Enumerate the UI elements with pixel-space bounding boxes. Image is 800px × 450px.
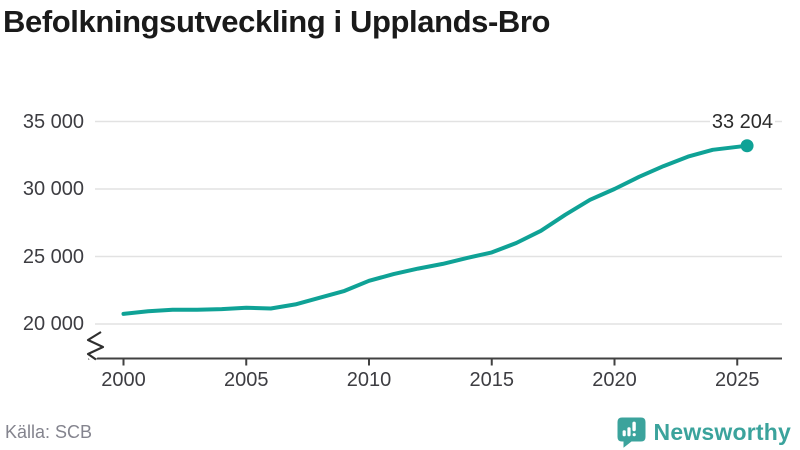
x-axis-label: 2015 bbox=[469, 369, 515, 391]
y-axis-label: 35 000 bbox=[22, 110, 84, 133]
end-value-label: 33 204 bbox=[709, 111, 775, 133]
x-axis-label: 2000 bbox=[101, 369, 146, 391]
chart-title: Befolkningsutveckling i Upplands-Bro bbox=[3, 4, 551, 39]
y-axis-label: 20 000 bbox=[22, 313, 84, 335]
population-line bbox=[121, 143, 750, 316]
x-axis-label: 2025 bbox=[715, 369, 760, 391]
newsworthy-bubble-chart-icon bbox=[617, 417, 646, 448]
x-axis-label: 2020 bbox=[592, 369, 637, 391]
y-axis-label: 25 000 bbox=[22, 245, 84, 268]
axis-break-icon bbox=[86, 331, 105, 361]
x-axis-label: 2010 bbox=[346, 369, 392, 391]
end-point-marker bbox=[740, 139, 754, 153]
newsworthy-wordmark: Newsworthy bbox=[653, 419, 791, 445]
y-axis-label: 30 000 bbox=[22, 178, 84, 200]
newsworthy-logo: Newsworthy bbox=[617, 417, 791, 448]
x-axis-label: 2005 bbox=[224, 369, 269, 391]
source-label: Källa: SCB bbox=[5, 422, 93, 442]
